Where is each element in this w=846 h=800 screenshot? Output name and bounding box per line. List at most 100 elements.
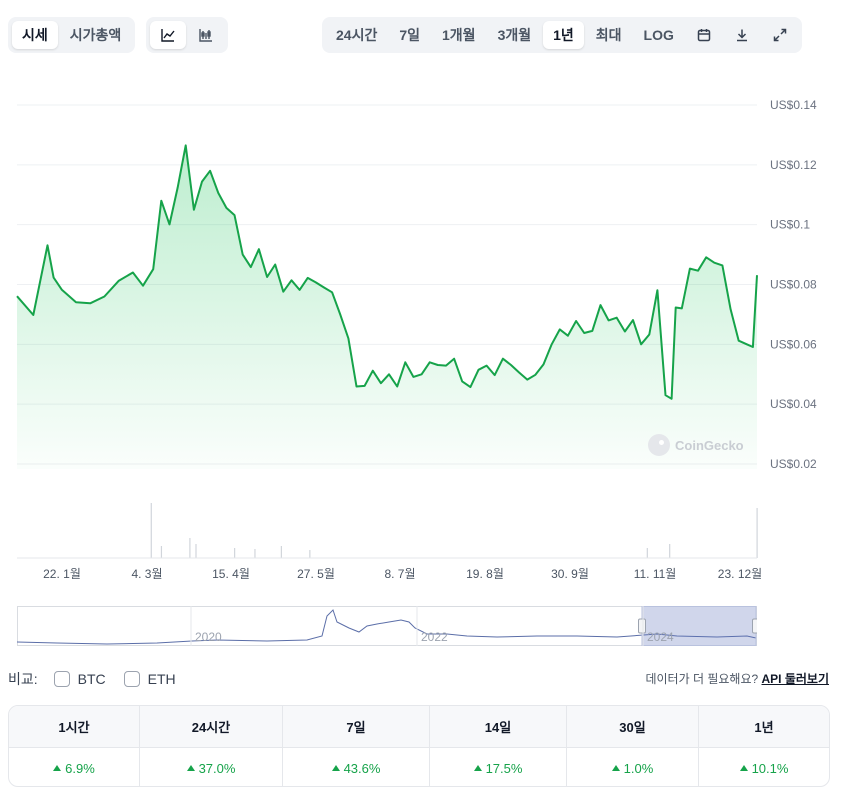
- line-chart-icon: [161, 29, 175, 42]
- compare-btc[interactable]: BTC: [53, 671, 106, 687]
- coingecko-logo-icon: [648, 434, 670, 456]
- chart-type-toggle: [146, 17, 228, 53]
- volume-bar: [309, 550, 311, 558]
- candlestick-icon: [199, 29, 212, 42]
- coingecko-watermark: CoinGecko: [648, 434, 744, 456]
- range-max[interactable]: 최대: [595, 27, 622, 43]
- fullscreen-button[interactable]: [762, 21, 798, 49]
- y-tick-label: US$0.02: [770, 457, 817, 471]
- change-24h: 37.0%: [140, 748, 283, 786]
- price-chart-svg: US$0.14 US$0.12 US$0.1 US$0.08 US$0.06 US$0.0…: [16, 98, 817, 581]
- y-tick-label: US$0.06: [770, 337, 817, 351]
- price-change-table: 1시간 24시간 7일 14일 30일 1년 6.9% 37.0% 43.6% …: [8, 705, 830, 787]
- navigator-handle[interactable]: [752, 618, 758, 634]
- navigator-year-label: 2020: [195, 630, 222, 644]
- change-14d-value: 17.5%: [485, 760, 523, 776]
- change-30d-value: 1.0%: [623, 760, 654, 776]
- header-30d: 30일: [567, 706, 699, 747]
- header-1h: 1시간: [9, 706, 140, 747]
- tab-price[interactable]: 시세: [12, 21, 58, 49]
- volume-bar: [254, 549, 256, 558]
- range-1y[interactable]: 1년: [543, 21, 584, 49]
- compare-label: 비교:: [8, 671, 38, 687]
- volume-bar: [234, 548, 236, 558]
- x-tick-label: 19. 8월: [466, 567, 504, 581]
- line-chart-button[interactable]: [150, 21, 186, 49]
- x-tick-label: 22. 1월: [43, 567, 81, 581]
- range-toggle: 24시간 7일 1개월 3개월 1년 최대 LOG: [322, 17, 802, 53]
- x-tick-label: 4. 3월: [131, 567, 162, 581]
- navigator-handle[interactable]: [638, 618, 646, 634]
- log-scale-button[interactable]: LOG: [643, 27, 674, 43]
- compare-eth[interactable]: ETH: [123, 671, 176, 687]
- change-1y: 10.1%: [699, 748, 829, 786]
- header-7d: 7일: [283, 706, 430, 747]
- change-1h-value: 6.9%: [65, 760, 95, 776]
- change-1h: 6.9%: [9, 748, 140, 786]
- navigator-year-label: 2024: [647, 630, 674, 644]
- range-1m[interactable]: 1개월: [442, 27, 476, 43]
- y-tick-label: US$0.14: [770, 98, 817, 112]
- download-icon: [736, 29, 747, 42]
- volume-bar: [280, 546, 282, 558]
- date-range-button[interactable]: [686, 21, 722, 49]
- caret-up-icon: [611, 765, 620, 771]
- volume-bar: [756, 508, 758, 558]
- download-button[interactable]: [724, 21, 760, 49]
- calendar-icon: [697, 29, 711, 42]
- volume-bar: [160, 546, 163, 558]
- caret-up-icon: [473, 765, 482, 771]
- volume-bar: [189, 538, 191, 558]
- range-24h[interactable]: 24시간: [336, 27, 378, 43]
- change-14d: 17.5%: [430, 748, 567, 786]
- x-tick-label: 23. 12월: [718, 567, 762, 581]
- btc-checkbox[interactable]: [53, 671, 70, 687]
- y-tick-label: US$0.04: [770, 397, 817, 411]
- change-7d-value: 43.6%: [343, 760, 381, 776]
- btc-label: BTC: [77, 671, 106, 687]
- navigator-year-label: 2022: [421, 630, 448, 644]
- caret-up-icon: [53, 765, 62, 771]
- view-toggle: 시세 시가총액: [8, 17, 136, 53]
- range-navigator[interactable]: 2020 2022 2024: [17, 606, 757, 646]
- compare-row: 비교: BTC ETH: [8, 668, 184, 690]
- eth-label: ETH: [147, 671, 176, 687]
- header-24h: 24시간: [140, 706, 283, 747]
- expand-icon: [773, 28, 787, 42]
- price-area: [17, 145, 757, 469]
- volume-bar: [150, 503, 152, 558]
- api-prompt: 데이터가 더 필요해요? API 둘러보기: [645, 670, 829, 687]
- navigator-history-line: [17, 609, 757, 645]
- y-tick-label: US$0.1: [770, 218, 810, 232]
- x-tick-label: 27. 5월: [297, 567, 335, 581]
- header-14d: 14일: [430, 706, 567, 747]
- price-chart[interactable]: US$0.14 US$0.12 US$0.1 US$0.08 US$0.06 US$0.0…: [0, 60, 846, 590]
- volume-bar: [646, 548, 648, 558]
- change-7d: 43.6%: [283, 748, 430, 786]
- y-tick-label: US$0.08: [770, 278, 817, 292]
- volume-bar: [195, 544, 197, 558]
- price-change-row: 6.9% 37.0% 43.6% 17.5% 1.0% 10.1%: [9, 748, 829, 786]
- y-tick-label: US$0.12: [770, 158, 817, 172]
- range-3m[interactable]: 3개월: [497, 27, 532, 43]
- api-prompt-text: 데이터가 더 필요해요?: [645, 672, 759, 686]
- x-tick-label: 11. 11월: [634, 567, 677, 581]
- caret-up-icon: [331, 765, 340, 771]
- header-1y: 1년: [754, 720, 774, 735]
- caret-up-icon: [186, 765, 195, 771]
- x-tick-label: 30. 9월: [551, 567, 589, 581]
- x-tick-label: 15. 4월: [212, 567, 250, 581]
- price-line: [16, 144, 758, 400]
- eth-checkbox[interactable]: [123, 671, 140, 687]
- change-24h-value: 37.0%: [198, 760, 236, 776]
- volume-bar: [669, 544, 671, 558]
- candlestick-chart-button[interactable]: [188, 21, 224, 49]
- watermark-text: CoinGecko: [675, 437, 744, 453]
- change-30d: 1.0%: [567, 748, 699, 786]
- api-link[interactable]: API 둘러보기: [761, 672, 830, 686]
- tab-market-cap[interactable]: 시가총액: [69, 27, 122, 43]
- range-7d[interactable]: 7일: [399, 27, 421, 43]
- caret-up-icon: [739, 765, 748, 771]
- price-change-header: 1시간 24시간 7일 14일 30일 1년: [9, 706, 829, 748]
- change-1y-value: 10.1%: [751, 760, 789, 776]
